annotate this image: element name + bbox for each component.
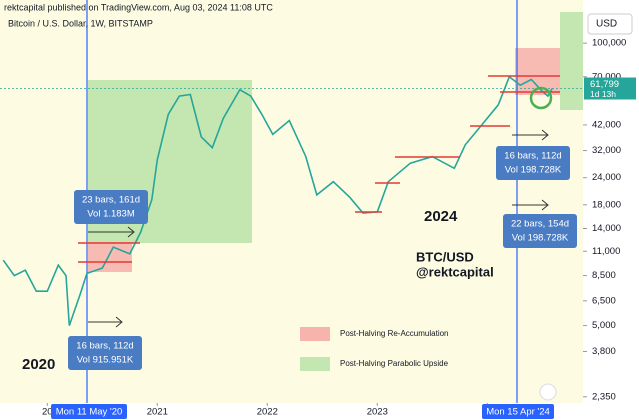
chart-label: BTC/USD bbox=[416, 249, 474, 264]
chart-label: 2024 bbox=[424, 208, 458, 225]
measure-volume: Vol 1.183M bbox=[87, 209, 135, 220]
measure-label: 16 bars, 112d bbox=[76, 341, 133, 352]
price-tag-label: 61,799 bbox=[590, 79, 619, 90]
legend-label: Post-Halving Re-Accumulation bbox=[340, 329, 449, 338]
legend-swatch bbox=[300, 357, 330, 371]
y-tick-label: 24,000 bbox=[592, 172, 621, 183]
date-tag-label: Mon 15 Apr '24 bbox=[486, 407, 550, 418]
date-tag bbox=[482, 404, 554, 419]
y-tick-label: 14,000 bbox=[592, 223, 621, 234]
date-tag bbox=[51, 404, 127, 419]
measure-label: 23 bars, 161d bbox=[82, 195, 140, 206]
measure-box bbox=[503, 214, 577, 248]
y-tick-label: 32,000 bbox=[592, 145, 621, 156]
measure-label: 22 bars, 154d bbox=[511, 219, 569, 230]
date-tag-label: Mon 11 May '20 bbox=[56, 407, 123, 418]
price-axis bbox=[583, 0, 639, 420]
price-tag bbox=[584, 77, 636, 100]
measure-volume: Vol 198.728K bbox=[505, 165, 562, 176]
y-tick-label: 100,000 bbox=[592, 38, 626, 49]
time-axis bbox=[0, 403, 583, 420]
currency-box bbox=[587, 13, 633, 35]
y-tick-label: 18,000 bbox=[592, 199, 621, 210]
x-tick-label: 2023 bbox=[367, 407, 388, 418]
y-tick-label: 6,500 bbox=[592, 295, 616, 306]
measure-volume: Vol 915.951K bbox=[77, 355, 134, 366]
currency: USD bbox=[596, 19, 617, 30]
y-tick-label: 11,000 bbox=[592, 246, 620, 257]
chart-label: 2020 bbox=[22, 356, 55, 373]
alert-icon bbox=[539, 383, 557, 401]
parabolic-zone bbox=[560, 12, 583, 110]
measure-arrow bbox=[512, 199, 549, 211]
y-tick-label: 2,350 bbox=[592, 391, 616, 402]
x-tick-label: 2021 bbox=[147, 407, 168, 418]
y-tick-label: 70,000 bbox=[592, 71, 621, 82]
chart-title: Bitcoin / U.S. Dollar, 1W, BITSTAMP bbox=[8, 18, 153, 28]
reaccumulation-zone bbox=[88, 242, 132, 272]
y-tick-label: 8,500 bbox=[592, 270, 616, 281]
legend-swatch bbox=[300, 327, 330, 341]
price-tag-countdown: 1d 13h bbox=[590, 89, 616, 99]
highlight-circle bbox=[529, 86, 553, 110]
measure-label: 16 bars, 112d bbox=[504, 151, 561, 162]
legend-label: Post-Halving Parabolic Upside bbox=[340, 359, 449, 368]
measure-arrow bbox=[512, 129, 549, 141]
measure-box bbox=[68, 336, 142, 370]
measure-volume: Vol 198.728K bbox=[512, 233, 569, 244]
measure-box bbox=[496, 146, 570, 180]
measure-arrow bbox=[88, 316, 123, 328]
y-tick-label: 3,800 bbox=[592, 346, 616, 357]
price-line bbox=[2, 75, 553, 326]
x-tick-label: 2022 bbox=[257, 407, 278, 418]
chart-label: @rektcapital bbox=[416, 264, 494, 279]
y-tick-label: 5,000 bbox=[592, 320, 616, 331]
y-tick-label: 42,000 bbox=[592, 119, 621, 130]
header: rektcapital published on TradingView.com… bbox=[4, 2, 273, 12]
measure-arrow bbox=[88, 226, 135, 238]
measure-box bbox=[74, 190, 148, 224]
x-tick-label: 20 bbox=[42, 407, 53, 418]
